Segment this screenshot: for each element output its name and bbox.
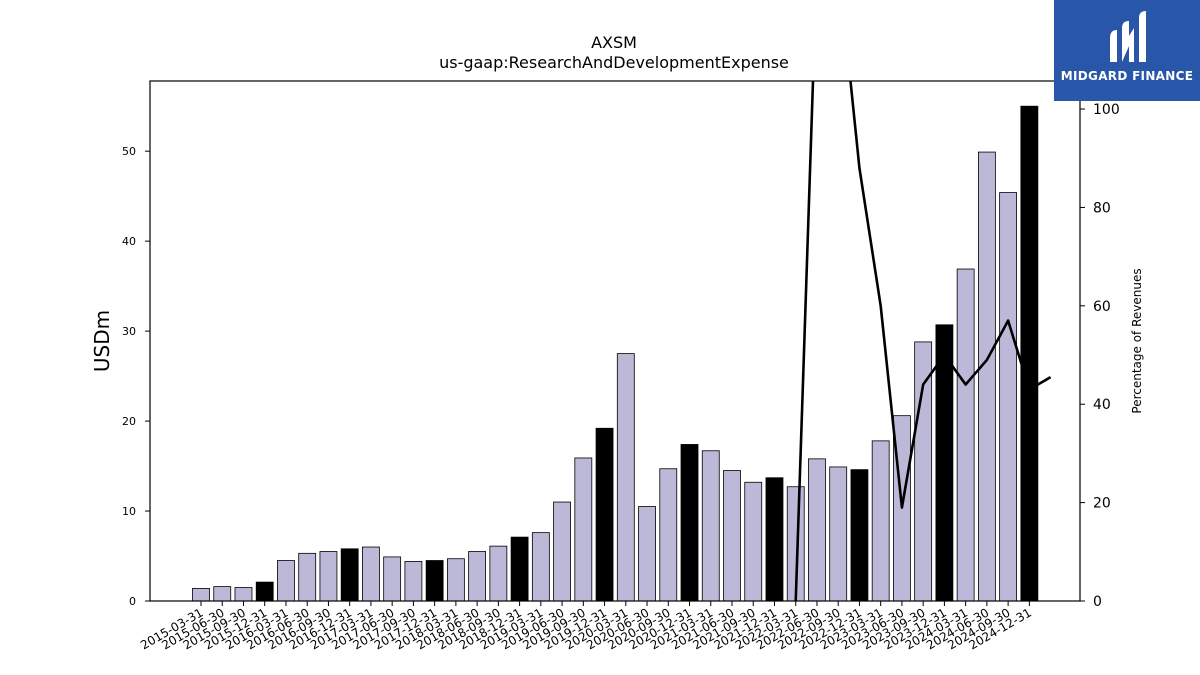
bar-2021-09-30	[744, 481, 763, 601]
bar-2018-06-30	[468, 551, 487, 601]
y2-tick-label: 0	[1093, 594, 1102, 610]
bar-2016-12-31	[340, 548, 359, 601]
logo-text: MIDGARD FINANCE	[1060, 69, 1194, 83]
y2-tick-label: 80	[1093, 200, 1111, 216]
y2-tick-label: 60	[1093, 299, 1111, 315]
bar-2016-06-30	[298, 552, 317, 601]
y-tick-label: 30	[122, 325, 136, 338]
bar-2019-09-30	[574, 457, 593, 601]
bar-2015-06-30	[213, 586, 232, 601]
bar-2022-09-30	[829, 466, 848, 601]
bar-2019-06-30	[553, 501, 571, 601]
bar-2021-12-31	[765, 477, 784, 601]
bar-2015-03-31	[192, 588, 210, 601]
bar-2016-09-30	[319, 551, 338, 601]
bar-2021-03-31	[701, 450, 720, 601]
y2-axis-label: Percentage of Revenues	[1130, 268, 1144, 413]
bar-2023-12-31	[935, 324, 954, 601]
logo-mark-icon	[1110, 11, 1146, 62]
bar-2020-12-31	[680, 444, 699, 601]
bar-2019-03-31	[531, 532, 550, 601]
bar-2015-09-30	[234, 587, 253, 601]
bar-2023-03-31	[871, 440, 890, 601]
y2-tick-label: 20	[1093, 496, 1111, 512]
y-tick-label: 20	[122, 415, 136, 428]
percentage-of-revenues-line	[794, 81, 1052, 601]
y-tick-label: 10	[122, 505, 136, 518]
bar-2016-03-31	[277, 560, 295, 601]
bar-2017-09-30	[404, 561, 423, 601]
y-tick-label: 0	[129, 595, 136, 608]
bar-2019-12-31	[595, 427, 614, 601]
plot-frame	[149, 80, 1081, 602]
bar-2015-12-31	[255, 581, 274, 601]
brand-logo: MIDGARD FINANCE	[1054, 0, 1200, 101]
bar-2018-12-31	[510, 536, 529, 601]
chart-subtitle: us-gaap:ResearchAndDevelopmentExpense	[439, 53, 789, 72]
bar-2024-03-31	[956, 268, 975, 601]
bar-2021-06-30	[723, 470, 741, 601]
bar-2022-12-31	[850, 469, 869, 601]
bar-2020-03-31	[616, 353, 635, 601]
y-axis-label: USDm	[90, 310, 114, 372]
y-tick-label: 50	[122, 145, 136, 158]
y2-tick-label: 40	[1093, 397, 1111, 413]
bar-2018-03-31	[446, 558, 465, 601]
bar-2022-06-30	[808, 458, 826, 601]
y2-tick-label: 100	[1093, 102, 1120, 118]
bar-2020-09-30	[659, 468, 678, 601]
bar-2023-09-30	[914, 341, 933, 601]
bar-2017-03-31	[362, 546, 380, 601]
bar-2024-12-31	[1020, 105, 1039, 601]
bar-2024-09-30	[999, 192, 1018, 601]
bar-2017-12-31	[425, 560, 444, 601]
bar-2018-09-30	[489, 545, 508, 601]
bar-2020-06-30	[638, 506, 656, 601]
chart-title: AXSM	[591, 33, 637, 52]
y-tick-label: 40	[122, 235, 136, 248]
bar-2024-06-30	[977, 151, 996, 601]
bar-2017-06-30	[383, 556, 402, 601]
